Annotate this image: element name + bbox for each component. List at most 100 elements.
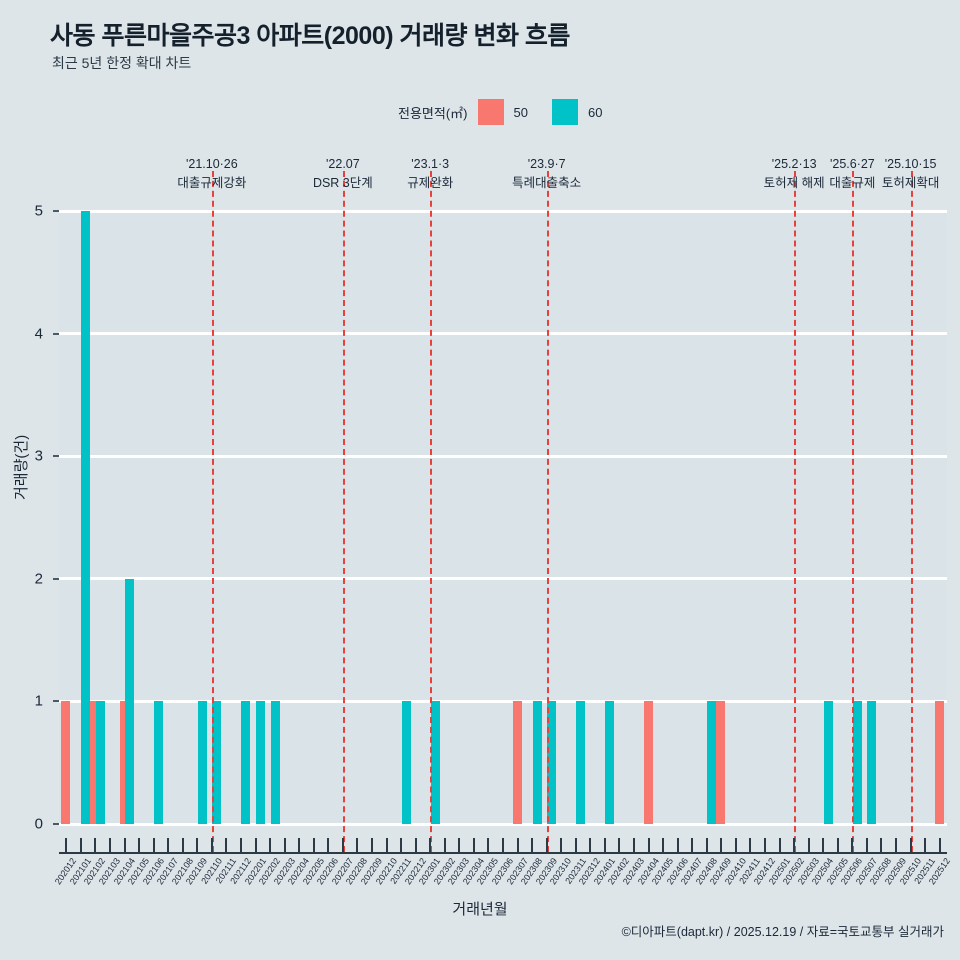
bar[interactable] (81, 211, 91, 824)
event-annotation: '22.07 DSR 3단계 (313, 155, 373, 194)
x-tick-mark (138, 838, 141, 852)
bar[interactable] (707, 701, 717, 824)
x-tick-mark (269, 838, 272, 852)
bar[interactable] (255, 701, 265, 824)
event-marker-line (794, 171, 797, 852)
bar[interactable] (852, 701, 862, 824)
event-label: 대출규제강화 (177, 176, 247, 191)
gridline (59, 209, 947, 213)
x-tick-mark (647, 838, 650, 852)
event-annotation: '25.6·27 대출규제 (829, 155, 875, 194)
bar[interactable] (532, 701, 542, 824)
bar[interactable] (212, 701, 222, 824)
x-tick-mark (152, 838, 155, 852)
bar[interactable] (401, 701, 411, 824)
x-tick-mark (458, 838, 461, 852)
bar[interactable] (119, 701, 129, 824)
bar[interactable] (95, 701, 105, 824)
event-date: '23.1·3 (411, 157, 450, 171)
event-marker-line (211, 171, 214, 852)
bar[interactable] (512, 701, 522, 824)
x-tick-mark (895, 838, 898, 852)
event-marker-line (852, 171, 855, 852)
event-annotation: '25.10·15 토허제확대 (882, 155, 940, 194)
event-date: '23.9·7 (527, 157, 566, 171)
bar[interactable] (934, 701, 944, 824)
x-tick-mark (79, 838, 82, 852)
event-marker-line (546, 171, 549, 852)
event-label: 대출규제 (829, 176, 876, 191)
x-tick-mark (938, 838, 941, 852)
gridline (59, 332, 947, 336)
x-tick-mark (633, 838, 636, 852)
event-annotation: '25.2·13 토허제 해제 (764, 155, 825, 194)
x-tick-mark (720, 838, 723, 852)
y-tick-mark (53, 455, 59, 458)
x-tick-mark (385, 838, 388, 852)
y-tick-label: 3 (34, 447, 43, 465)
bar[interactable] (576, 701, 586, 824)
x-tick-mark (356, 838, 359, 852)
event-date: '21.10·26 (185, 157, 238, 171)
event-marker-line (430, 171, 433, 852)
event-annotation: '23.1·3 규제완화 (407, 155, 453, 194)
x-tick-mark (167, 838, 170, 852)
event-date: '22.07 (326, 157, 360, 171)
legend-title: 전용면적(㎡) (398, 105, 468, 121)
bar[interactable] (124, 578, 134, 824)
x-tick-mark (429, 838, 432, 852)
x-tick-mark (181, 838, 184, 852)
bar[interactable] (643, 701, 653, 824)
x-tick-mark (327, 838, 330, 852)
x-tick-mark (400, 838, 403, 852)
y-tick-mark (53, 577, 59, 580)
x-tick-mark (341, 838, 344, 852)
bar[interactable] (605, 701, 615, 824)
bar[interactable] (270, 701, 280, 824)
x-tick-mark (123, 838, 126, 852)
x-tick-mark (734, 838, 737, 852)
page-title: 사동 푸른마을주공3 아파트(2000) 거래량 변화 흐름 (50, 22, 570, 50)
x-tick-mark (298, 838, 301, 852)
event-date: '25.6·27 (829, 157, 875, 171)
y-axis-title: 거래량(건) (13, 434, 30, 500)
y-tick-label: 0 (34, 815, 43, 833)
y-tick-mark (53, 332, 59, 335)
x-tick-mark (502, 838, 504, 852)
x-tick-mark (414, 838, 417, 852)
bar[interactable] (547, 701, 557, 824)
x-tick-mark (94, 838, 97, 852)
x-tick-mark (749, 838, 752, 852)
y-tick-mark (53, 210, 59, 212)
x-tick-mark (618, 838, 621, 852)
x-tick-mark (662, 838, 665, 852)
bar[interactable] (716, 701, 726, 824)
bar[interactable] (430, 701, 440, 824)
x-tick-mark (370, 838, 373, 852)
x-tick-mark (472, 838, 475, 852)
footer-credit: ©디아파트(dapt.kr) / 2025.12.19 / 자료=국토교통부 실… (621, 925, 944, 939)
gridline (59, 577, 947, 581)
gridline (59, 699, 947, 703)
x-tick-mark (108, 838, 111, 852)
page-subtitle: 최근 5년 한정 확대 차트 (52, 55, 192, 71)
bar[interactable] (241, 701, 251, 824)
x-tick-mark (793, 838, 796, 852)
bar[interactable] (90, 701, 100, 824)
bar[interactable] (867, 701, 877, 824)
bar[interactable] (197, 701, 207, 824)
x-tick-mark (545, 838, 548, 852)
x-tick-mark (574, 838, 577, 852)
x-tick-mark (531, 838, 534, 852)
y-tick-label: 2 (34, 570, 43, 588)
bar[interactable] (61, 701, 71, 824)
x-tick-mark (443, 838, 446, 852)
bar[interactable] (823, 701, 833, 824)
event-label: 특례대출축소 (512, 176, 582, 191)
x-tick-mark (254, 838, 257, 852)
legend-label-60: 60 (587, 104, 603, 120)
bar[interactable] (154, 701, 164, 824)
x-tick-mark (312, 838, 315, 852)
legend: 전용면적(㎡) 50 60 (398, 97, 602, 127)
